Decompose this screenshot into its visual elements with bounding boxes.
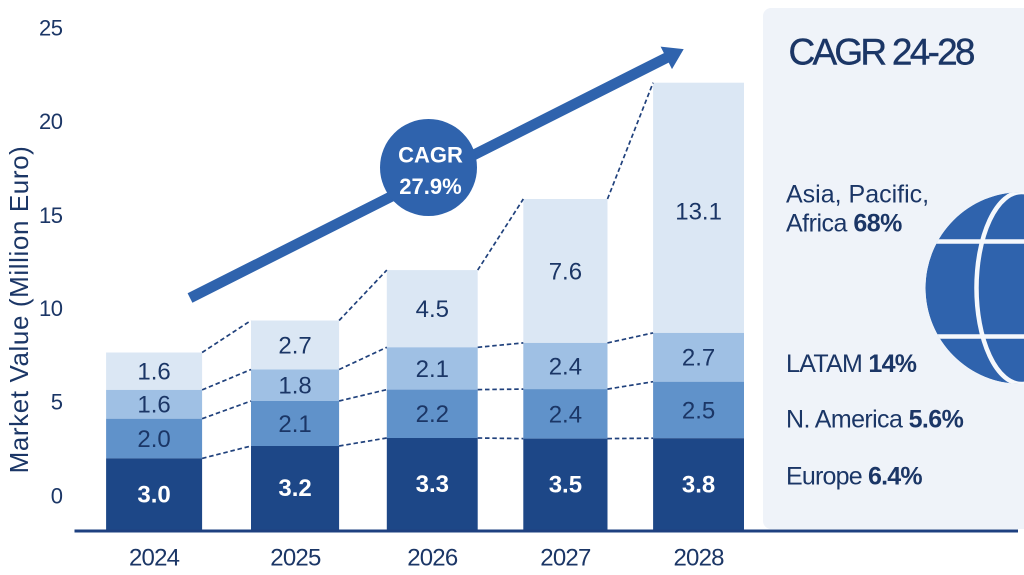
svg-text:2028: 2028 [673,545,724,572]
svg-text:3.3: 3.3 [416,471,449,498]
svg-text:Europe 6.4%: Europe 6.4% [786,463,922,491]
svg-text:20: 20 [39,109,63,134]
svg-text:2.7: 2.7 [682,345,715,372]
svg-text:1.6: 1.6 [137,359,170,386]
svg-text:3.2: 3.2 [278,475,311,502]
svg-text:13.1: 13.1 [675,199,722,226]
svg-text:0: 0 [51,483,63,508]
svg-text:3.8: 3.8 [682,471,715,498]
svg-text:7.6: 7.6 [549,258,582,285]
svg-text:2026: 2026 [407,545,458,572]
svg-text:2024: 2024 [129,545,180,572]
svg-text:2027: 2027 [540,545,591,572]
svg-text:2.1: 2.1 [416,356,449,383]
svg-text:5: 5 [51,390,63,415]
svg-text:Africa 68%: Africa 68% [786,209,902,237]
svg-text:2.7: 2.7 [278,332,311,359]
svg-text:Asia, Pacific,: Asia, Pacific, [786,180,929,208]
svg-text:2025: 2025 [270,545,321,572]
svg-text:2.1: 2.1 [278,411,311,438]
svg-text:10: 10 [39,296,63,321]
svg-text:1.6: 1.6 [137,392,170,419]
svg-text:2.5: 2.5 [682,397,715,424]
svg-text:Market Value (Million Euro): Market Value (Million Euro) [4,146,34,474]
svg-text:CAGR: CAGR [398,143,463,168]
svg-text:3.5: 3.5 [549,471,582,498]
svg-text:2.0: 2.0 [137,426,170,453]
svg-text:27.9%: 27.9% [399,174,461,199]
svg-text:25: 25 [39,16,63,41]
svg-text:15: 15 [39,203,63,228]
svg-text:N. America 5.6%: N. America 5.6% [786,406,964,434]
svg-text:2.4: 2.4 [549,401,582,428]
svg-text:3.0: 3.0 [137,481,170,508]
svg-text:4.5: 4.5 [416,296,449,323]
svg-text:2.2: 2.2 [416,401,449,428]
svg-text:CAGR 24-28: CAGR 24-28 [789,31,976,72]
svg-text:2.4: 2.4 [549,353,582,380]
svg-text:1.8: 1.8 [278,373,311,400]
svg-text:LATAM 14%: LATAM 14% [786,350,917,378]
